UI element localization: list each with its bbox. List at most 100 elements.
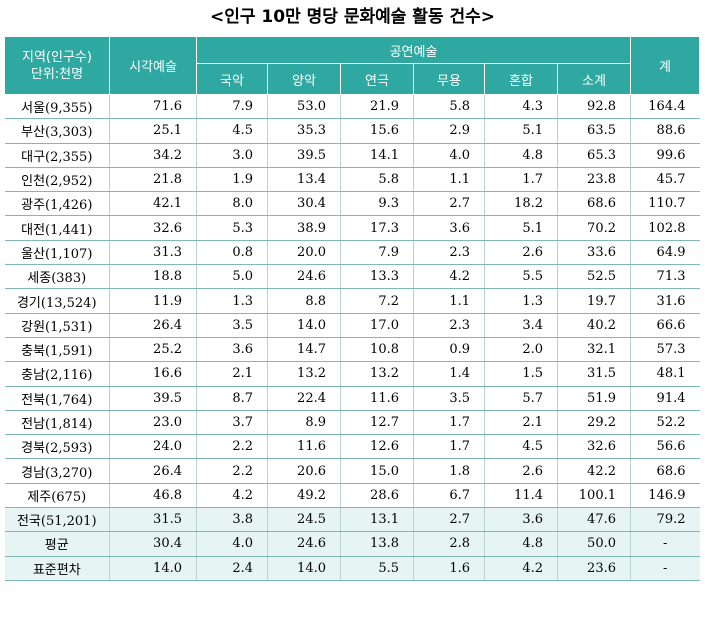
value-cell: 34.2 [109,143,197,168]
total-cell: 68.6 [630,458,700,484]
table-row: 울산(1,107) 31.3 0.8 20.0 7.9 2.3 2.6 33.6 64.9 [4,240,700,266]
region-cell: 제주(675) [4,483,110,509]
value-cell: 8.7 [196,386,268,411]
total-cell: 64.9 [630,240,700,266]
value-cell: 3.0 [196,143,268,168]
value-cell: 63.5 [557,118,631,144]
value-cell: 8.9 [267,410,341,436]
value-cell: 4.8 [484,531,558,557]
header-sub-gugak: 국악 [196,63,268,95]
value-cell: 13.4 [267,167,341,193]
value-cell: 0.8 [196,240,268,266]
value-cell: 23.6 [557,556,631,581]
value-cell: 12.7 [340,410,414,436]
total-cell: 91.4 [630,386,700,411]
value-cell: 46.8 [109,483,197,509]
value-cell: 4.2 [484,556,558,581]
header-performing-arts: 공연예술 [196,36,631,64]
value-cell: 24.6 [267,531,341,557]
value-cell: 30.4 [109,531,197,557]
value-cell: 19.7 [557,288,631,314]
table-title: <인구 10만 명당 문화예술 활동 건수> [209,7,496,27]
value-cell: 7.2 [340,288,414,314]
value-cell: 8.0 [196,191,268,217]
value-cell: 13.3 [340,264,414,290]
value-cell: 23.8 [557,167,631,193]
value-cell: 1.7 [413,410,485,436]
value-cell: 4.5 [484,434,558,460]
total-cell: 52.2 [630,410,700,436]
value-cell: 2.8 [413,531,485,557]
value-cell: 5.1 [484,118,558,144]
value-cell: 51.9 [557,386,631,411]
value-cell: 14.1 [340,143,414,168]
region-cell: 서울(9,355) [4,94,110,120]
value-cell: 1.9 [196,167,268,193]
value-cell: 3.5 [413,386,485,411]
value-cell: 22.4 [267,386,341,411]
region-cell: 부산(3,303) [4,118,110,144]
value-cell: 14.0 [267,556,341,581]
value-cell: 11.4 [484,483,558,509]
value-cell: 32.1 [557,337,631,363]
region-cell: 대구(2,355) [4,143,110,168]
value-cell: 2.1 [484,410,558,436]
value-cell: 50.0 [557,531,631,557]
value-cell: 25.1 [109,118,197,144]
value-cell: 28.6 [340,483,414,509]
value-cell: 53.0 [267,94,341,120]
table-row: 서울(9,355) 71.6 7.9 53.0 21.9 5.8 4.3 92.8 164.4 [4,94,700,120]
header-region-line1: 지역(인구수) [22,49,92,65]
value-cell: 0.9 [413,337,485,363]
region-cell: 표준편차 [4,556,110,581]
value-cell: 2.4 [196,556,268,581]
table-row: 대구(2,355) 34.2 3.0 39.5 14.1 4.0 4.8 65.3 99.6 [4,143,700,168]
total-cell: 71.3 [630,264,700,290]
value-cell: 1.1 [413,167,485,193]
value-cell: 2.6 [484,240,558,266]
region-cell: 광주(1,426) [4,191,110,217]
value-cell: 2.3 [413,240,485,266]
value-cell: 1.1 [413,288,485,314]
value-cell: 3.6 [196,337,268,363]
value-cell: 47.6 [557,507,631,533]
header-sub-subtotal: 소계 [557,63,631,95]
value-cell: 4.2 [413,264,485,290]
value-cell: 15.6 [340,118,414,144]
value-cell: 17.3 [340,215,414,241]
value-cell: 32.6 [109,215,197,241]
value-cell: 30.4 [267,191,341,217]
table-row: 경북(2,593) 24.0 2.2 11.6 12.6 1.7 4.5 32.6 56.6 [4,434,700,460]
value-cell: 2.0 [484,337,558,363]
region-cell: 경기(13,524) [4,288,110,314]
value-cell: 71.6 [109,94,197,120]
table-row: 강원(1,531) 26.4 3.5 14.0 17.0 2.3 3.4 40.2 66.6 [4,313,700,338]
value-cell: 52.5 [557,264,631,290]
table-row: 인천(2,952) 21.8 1.9 13.4 5.8 1.1 1.7 23.8 45.7 [4,167,700,193]
value-cell: 49.2 [267,483,341,509]
total-cell: 57.3 [630,337,700,363]
total-cell: 45.7 [630,167,700,193]
header-region-line2: 단위:천명 [30,66,84,82]
value-cell: 68.6 [557,191,631,217]
value-cell: 4.0 [413,143,485,168]
value-cell: 5.1 [484,215,558,241]
table-row: 제주(675) 46.8 4.2 49.2 28.6 6.7 11.4 100.1 146.9 [4,483,700,509]
value-cell: 32.6 [557,434,631,460]
value-cell: 24.6 [267,264,341,290]
value-cell: 16.6 [109,361,197,387]
table-row: 광주(1,426) 42.1 8.0 30.4 9.3 2.7 18.2 68.6 110.7 [4,191,700,217]
table-row: 경기(13,524) 11.9 1.3 8.8 7.2 1.1 1.3 19.7 31.6 [4,288,700,314]
table-row: 평균 30.4 4.0 24.6 13.8 2.8 4.8 50.0- [4,531,700,557]
region-cell: 대전(1,441) [4,215,110,241]
value-cell: 1.8 [413,458,485,484]
value-cell: 8.8 [267,288,341,314]
total-cell: 79.2 [630,507,700,533]
total-cell: 102.8 [630,215,700,241]
value-cell: 3.5 [196,313,268,338]
value-cell: 4.2 [196,483,268,509]
value-cell: 6.7 [413,483,485,509]
table-row: 전북(1,764) 39.5 8.7 22.4 11.6 3.5 5.7 51.9 91.4 [4,386,700,411]
value-cell: 1.7 [413,434,485,460]
value-cell: 2.2 [196,458,268,484]
